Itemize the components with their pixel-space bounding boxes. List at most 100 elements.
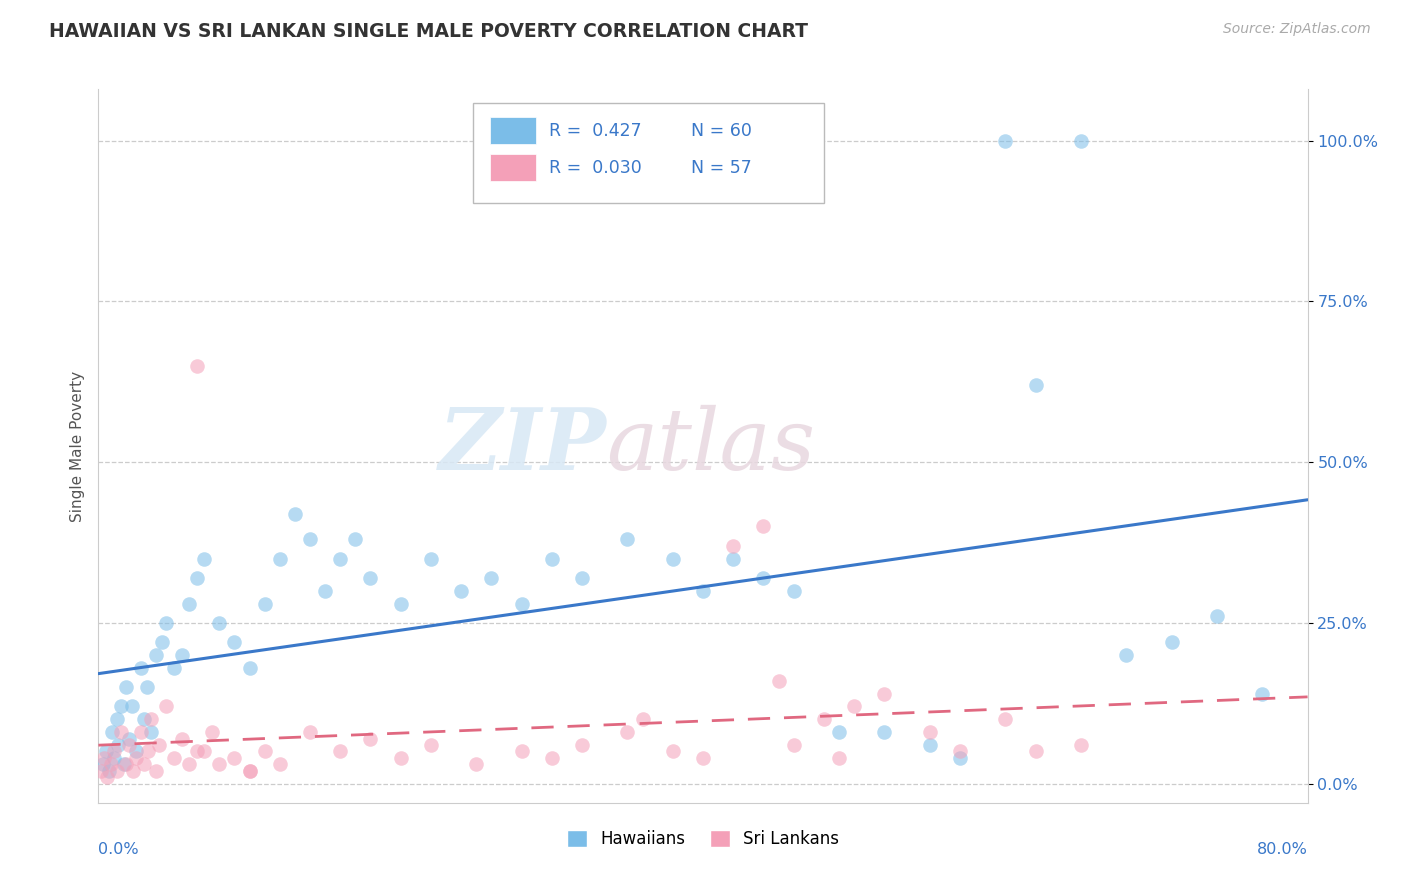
Text: 0.0%: 0.0% [98,842,139,857]
Point [420,738,443,752]
Point [783,583,806,598]
Point [91,757,114,772]
Point [510,597,533,611]
Point [105,764,128,778]
Point [186,744,208,758]
Point [752,519,775,533]
Point [692,751,714,765]
Point [118,738,141,752]
Point [1115,648,1137,662]
Point [110,725,132,739]
Point [299,533,322,547]
Point [239,764,262,778]
Point [105,712,128,726]
FancyBboxPatch shape [491,154,536,181]
Point [150,635,173,649]
Point [873,725,896,739]
Point [783,738,806,752]
Point [344,533,367,547]
Point [540,551,562,566]
Point [571,738,593,752]
Point [141,725,163,739]
Point [450,583,472,598]
Point [100,757,122,772]
Point [179,757,201,772]
Point [155,615,177,630]
Point [122,764,145,778]
Point [145,648,167,662]
Point [661,744,683,758]
Text: R =  0.427: R = 0.427 [550,121,643,139]
Text: N = 60: N = 60 [690,121,752,139]
Point [129,661,152,675]
Point [723,551,745,566]
Point [103,744,125,758]
Point [661,551,683,566]
Text: ZIP: ZIP [439,404,606,488]
Point [918,738,941,752]
Point [224,751,246,765]
Point [269,757,291,772]
Point [239,764,262,778]
Point [90,764,112,778]
Point [389,751,412,765]
Point [93,751,115,765]
Point [141,712,163,726]
Legend: Hawaiians, Sri Lankans: Hawaiians, Sri Lankans [560,823,846,855]
Point [949,744,972,758]
Point [101,725,124,739]
Text: R =  0.030: R = 0.030 [550,159,643,177]
Point [269,551,291,566]
Point [1251,686,1274,700]
Point [481,571,503,585]
Point [179,597,201,611]
Point [994,712,1017,726]
FancyBboxPatch shape [474,103,824,203]
Point [994,134,1017,148]
Point [314,583,336,598]
Point [1070,738,1092,752]
Point [148,738,170,752]
Point [284,507,307,521]
Point [873,686,896,700]
Point [329,744,352,758]
Point [1024,744,1046,758]
Text: N = 57: N = 57 [690,159,752,177]
Point [103,751,125,765]
Text: 80.0%: 80.0% [1257,842,1308,857]
Point [125,744,148,758]
Point [125,751,148,765]
Point [918,725,941,739]
Point [170,648,193,662]
Point [631,712,654,726]
Point [1160,635,1182,649]
Point [193,551,215,566]
Point [329,551,352,566]
Point [389,597,412,611]
Point [132,712,155,726]
Point [1070,134,1092,148]
Y-axis label: Single Male Poverty: Single Male Poverty [69,370,84,522]
Point [510,744,533,758]
Point [1206,609,1229,624]
Point [145,764,167,778]
Point [224,635,246,649]
Point [723,539,745,553]
Point [813,712,835,726]
Point [170,731,193,746]
Point [155,699,177,714]
Point [616,725,638,739]
Point [828,725,851,739]
Point [136,744,159,758]
Point [208,757,231,772]
Point [132,757,155,772]
Point [360,731,382,746]
Point [420,551,443,566]
Point [98,764,121,778]
Point [107,738,129,752]
Point [129,725,152,739]
FancyBboxPatch shape [491,117,536,145]
Point [828,751,851,765]
Point [299,725,322,739]
Point [540,751,562,765]
